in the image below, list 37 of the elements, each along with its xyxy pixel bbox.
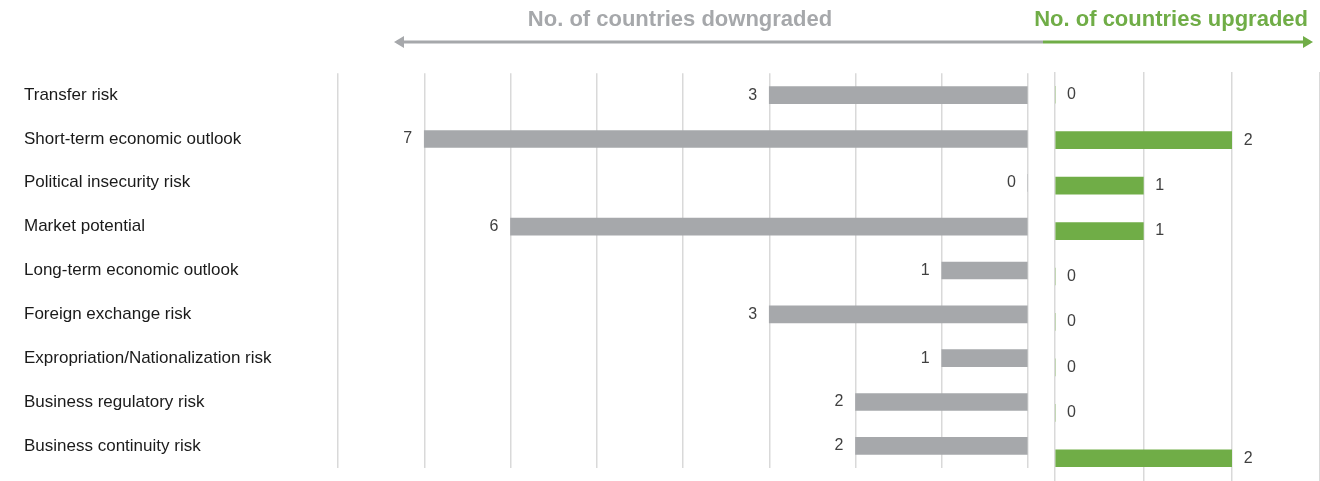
y-tick-label: Long-term economic outlook <box>24 260 239 280</box>
data-label: 0 <box>1067 85 1076 103</box>
y-tick-label: Expropriation/Nationalization risk <box>24 347 273 367</box>
bar <box>768 86 1028 104</box>
y-tick-label: Market potential <box>24 216 145 236</box>
y-tick-label: Transfer risk <box>24 84 119 104</box>
chart-title: No. of countries downgraded <box>526 6 834 32</box>
bar <box>941 349 1028 368</box>
data-label: 6 <box>489 217 499 235</box>
data-label: 0 <box>1067 266 1076 284</box>
data-label: 2 <box>834 392 844 410</box>
data-label: 1 <box>920 348 930 366</box>
data-label: 2 <box>834 436 844 454</box>
y-tick-label: Business regulatory risk <box>24 391 205 411</box>
bar <box>855 393 1028 411</box>
data-label: 2 <box>1243 448 1253 466</box>
data-label: 2 <box>1243 130 1253 148</box>
data-label: 0 <box>1067 357 1076 375</box>
data-label: 1 <box>920 260 930 278</box>
data-label: 7 <box>403 129 413 147</box>
bar <box>423 130 1028 148</box>
data-label: 0 <box>1007 173 1017 191</box>
y-tick-label: Business continuity risk <box>24 435 202 455</box>
data-label: 0 <box>1067 312 1076 330</box>
chart-title: No. of countries upgraded <box>1034 6 1308 32</box>
y-tick-label: Foreign exchange risk <box>24 304 192 324</box>
data-label: 1 <box>1155 176 1165 194</box>
y-tick-label: Political insecurity risk <box>24 172 191 192</box>
y-tick-label: Short-term economic outlook <box>24 128 242 148</box>
data-label: 0 <box>1067 403 1076 421</box>
data-label: 3 <box>748 304 758 322</box>
bar <box>855 437 1028 455</box>
data-label: 3 <box>748 85 758 103</box>
bar <box>768 305 1028 324</box>
data-label: 1 <box>1155 221 1165 239</box>
bar <box>941 261 1028 280</box>
bar <box>510 217 1028 236</box>
